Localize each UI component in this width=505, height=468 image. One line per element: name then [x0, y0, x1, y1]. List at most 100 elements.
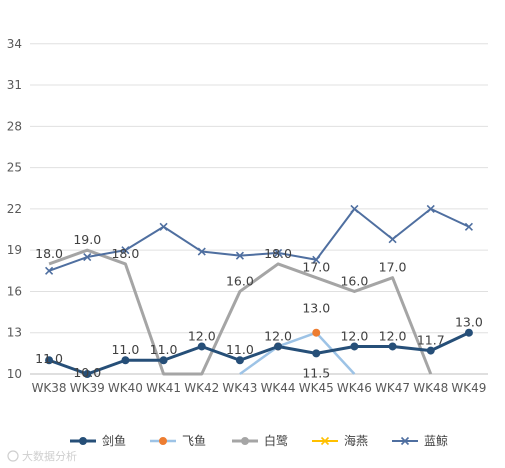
data-label: 18.0 [111, 246, 139, 261]
legend-swatch-marker [159, 437, 167, 445]
data-point [426, 204, 435, 213]
data-label: 18.0 [264, 246, 292, 261]
y-tick-label: 22 [7, 202, 22, 216]
series-line [239, 331, 356, 376]
data-point [235, 251, 244, 260]
series-1 [239, 328, 356, 376]
data-point [197, 247, 206, 256]
legend-label: 海燕 [344, 433, 368, 448]
legend-item[interactable]: 剑鱼 [70, 433, 126, 448]
watermark: 大数据分析 [7, 449, 77, 463]
x-axis-ticks: WK38 WK39 WK40 WK41 WK42 WK43 WK44 WK45 WK46 WK47… [32, 381, 487, 395]
data-label: 12.0 [379, 328, 407, 343]
data-label: 19.0 [73, 232, 101, 247]
x-tick-label: WK38 [32, 381, 67, 395]
data-label: 12.0 [188, 328, 216, 343]
data-point [121, 246, 130, 255]
y-tick-label: 31 [7, 78, 22, 92]
gridlines [30, 43, 488, 375]
series-0 [45, 328, 473, 378]
data-point [45, 356, 54, 365]
data-label: 12.0 [340, 328, 368, 343]
data-label: 17.0 [302, 260, 330, 275]
x-tick-label: WK41 [146, 381, 181, 395]
data-point [159, 356, 168, 365]
data-label: 16.0 [226, 273, 254, 288]
data-point [83, 252, 92, 262]
data-point [312, 255, 321, 264]
x-tick-label: WK40 [108, 381, 143, 395]
series-line [48, 331, 470, 376]
data-label: 11.5 [302, 365, 330, 380]
data-label: 10.0 [73, 365, 101, 380]
y-tick-label: 34 [7, 37, 22, 51]
data-point [235, 356, 244, 365]
data-point [197, 342, 206, 351]
x-tick-label: WK39 [70, 381, 105, 395]
data-label: 16.0 [340, 273, 368, 288]
legend-item[interactable]: 蓝鲸 [392, 433, 448, 448]
y-tick-label: 16 [7, 284, 22, 298]
series-4 [45, 204, 473, 275]
legend-swatch-marker [400, 436, 410, 446]
watermark-logo-icon [7, 450, 19, 462]
legend-item[interactable]: 海燕 [312, 433, 368, 448]
data-labels: 11.0 10.0 11.0 11.0 12.0 11.0 12.0 11.5 12.0 12.0… [35, 232, 483, 380]
legend-swatch-marker [320, 436, 330, 446]
legend-item[interactable]: 白鹭 [232, 433, 288, 448]
data-point [426, 346, 435, 355]
data-label: 12.0 [264, 328, 292, 343]
data-point [388, 235, 397, 244]
data-point [388, 342, 397, 351]
data-point [274, 248, 283, 257]
legend-swatch-marker [79, 437, 87, 445]
data-point [464, 222, 473, 231]
data-label: 11.0 [150, 342, 178, 357]
y-axis-ticks: 10 13 16 19 22 25 28 31 34 [7, 37, 22, 381]
data-label: 13.0 [455, 315, 483, 330]
series-line [48, 207, 470, 272]
legend-label: 蓝鲸 [424, 433, 448, 448]
data-label: 11.0 [35, 351, 63, 366]
data-label: 18.0 [35, 246, 63, 261]
series-lines [45, 204, 473, 378]
data-point [350, 342, 359, 351]
data-point [312, 349, 321, 358]
legend-item[interactable]: 飞鱼 [150, 434, 206, 448]
watermark-text: 大数据分析 [22, 449, 77, 463]
data-label: 17.0 [379, 260, 407, 275]
data-point [350, 204, 359, 213]
data-label: 11.7 [417, 333, 445, 348]
x-tick-label: WK48 [413, 381, 448, 395]
series-line [48, 248, 433, 376]
x-tick-label: WK46 [337, 381, 372, 395]
legend-swatch-marker [241, 437, 249, 445]
data-point [274, 342, 283, 351]
x-tick-label: WK44 [261, 381, 296, 395]
y-tick-label: 10 [7, 367, 22, 381]
x-tick-label: WK42 [184, 381, 219, 395]
data-label: 11.0 [111, 342, 139, 357]
data-label: 11.0 [226, 342, 254, 357]
legend-label: 剑鱼 [102, 433, 126, 448]
data-label: 13.0 [302, 300, 330, 315]
x-tick-label: WK45 [299, 381, 334, 395]
data-point [83, 370, 92, 378]
data-point [159, 222, 168, 231]
y-tick-label: 28 [7, 119, 22, 133]
x-tick-label: WK47 [375, 381, 410, 395]
legend-label: 飞鱼 [182, 434, 206, 448]
y-tick-label: 13 [7, 326, 22, 340]
data-point [464, 328, 473, 337]
x-tick-label: WK43 [222, 381, 257, 395]
data-point [312, 328, 321, 337]
series-2 [48, 248, 433, 376]
legend: 剑鱼 飞鱼 白鹭 海燕 蓝鲸 [70, 433, 448, 448]
data-point [121, 356, 130, 365]
y-tick-label: 19 [7, 243, 22, 257]
x-tick-label: WK49 [451, 381, 486, 395]
y-tick-label: 25 [7, 161, 22, 175]
data-point [45, 266, 54, 275]
legend-label: 白鹭 [264, 433, 288, 448]
